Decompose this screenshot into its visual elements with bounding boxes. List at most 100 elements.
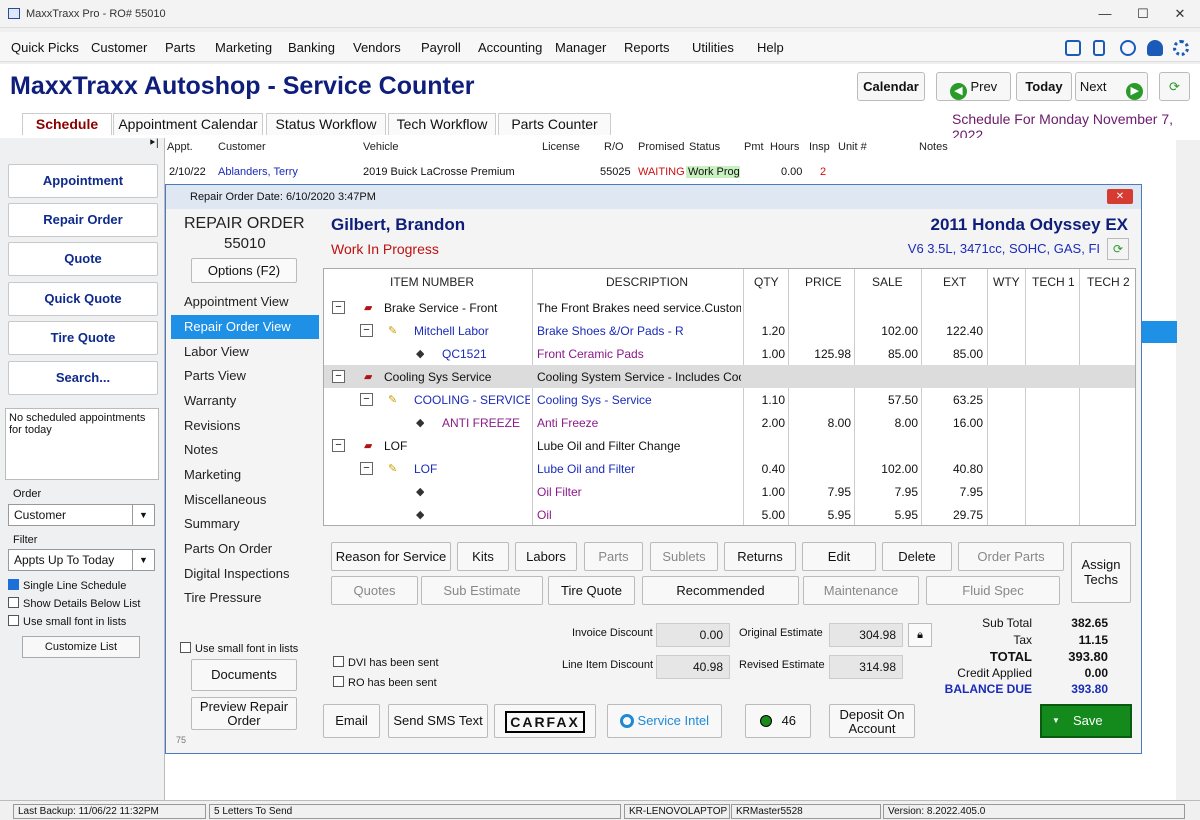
prev-button[interactable]: ◀ Prev — [936, 72, 1011, 101]
reason-for-service-button[interactable]: Reason for Service — [331, 542, 451, 571]
nav-parts-on-order[interactable]: Parts On Order — [184, 541, 273, 556]
collapse-toggle-icon[interactable]: − — [360, 462, 373, 475]
dialog-small-font-checkbox[interactable]: Use small font in lists — [180, 642, 298, 655]
part-row[interactable]: ◆ ANTI FREEZE Anti Freeze 2.00 8.00 8.00 16.00 — [324, 411, 1135, 434]
tab-schedule[interactable]: Schedule — [22, 113, 112, 135]
service-intel-button[interactable]: Service Intel — [607, 704, 722, 738]
original-estimate-field[interactable]: 304.98 — [829, 623, 903, 647]
refresh-button[interactable]: ⟳ — [1159, 72, 1190, 101]
documents-button[interactable]: Documents — [191, 659, 297, 691]
sublets-button[interactable]: Sublets — [650, 542, 718, 571]
maintenance-button[interactable]: Maintenance — [803, 576, 919, 605]
menu-vendors[interactable]: Vendors — [353, 40, 401, 55]
save-button[interactable]: ▼ Save — [1040, 704, 1132, 738]
nav-repair-order-view[interactable]: Repair Order View — [171, 315, 319, 339]
grid-selected-row[interactable] — [1142, 321, 1177, 343]
calculator-icon[interactable] — [1093, 40, 1105, 56]
pin-icon[interactable]: ⯈| — [148, 138, 159, 149]
save-disk-icon[interactable] — [1065, 40, 1081, 56]
kits-button[interactable]: Kits — [457, 542, 509, 571]
menu-help[interactable]: Help — [757, 40, 784, 55]
edit-button[interactable]: Edit — [802, 542, 876, 571]
vehicle-refresh-icon[interactable]: ⟳ — [1107, 238, 1129, 260]
tire-quote-button[interactable]: Tire Quote — [8, 321, 158, 355]
letters-to-send[interactable]: 5 Letters To Send — [209, 804, 621, 819]
calendar-button[interactable]: Calendar — [857, 72, 925, 101]
tire-quote-dialog-button[interactable]: Tire Quote — [548, 576, 635, 605]
collapse-toggle-icon[interactable]: − — [332, 439, 345, 452]
tab-tech-workflow[interactable]: Tech Workflow — [388, 113, 496, 135]
nav-warranty[interactable]: Warranty — [184, 393, 237, 408]
carfax-button[interactable]: CARFAX — [494, 704, 596, 738]
tab-status-workflow[interactable]: Status Workflow — [266, 113, 386, 135]
grid-cell-hours[interactable]: 0.00 — [781, 166, 803, 178]
menu-manager[interactable]: Manager — [555, 40, 607, 55]
returns-button[interactable]: Returns — [724, 542, 796, 571]
tab-appointment-calendar[interactable]: Appointment Calendar — [113, 113, 263, 135]
order-select[interactable]: Customer ▼ — [8, 504, 155, 526]
dvi-sent-checkbox[interactable]: DVI has been sent — [333, 656, 439, 669]
grid-cell-appt[interactable]: 2/10/22 — [169, 166, 206, 178]
sub-estimate-button[interactable]: Sub Estimate — [421, 576, 543, 605]
order-parts-button[interactable]: Order Parts — [958, 542, 1064, 571]
fluid-spec-button[interactable]: Fluid Spec — [926, 576, 1060, 605]
menu-quick-picks[interactable]: Quick Picks — [11, 40, 79, 55]
nav-parts-view[interactable]: Parts View — [184, 368, 246, 383]
job-row[interactable]: − ▰ Brake Service - Front The Front Brakes … — [324, 296, 1135, 319]
nav-labor-view[interactable]: Labor View — [184, 344, 249, 359]
quotes-button[interactable]: Quotes — [331, 576, 418, 605]
part-row[interactable]: ◆ QC1521 Front Ceramic Pads 1.00 125.98 85.00… — [324, 342, 1135, 365]
collapse-toggle-icon[interactable]: − — [360, 393, 373, 406]
menu-payroll[interactable]: Payroll — [421, 40, 461, 55]
repair-order-button[interactable]: Repair Order — [8, 203, 158, 237]
nav-miscellaneous[interactable]: Miscellaneous — [184, 492, 267, 507]
menu-accounting[interactable]: Accounting — [478, 40, 543, 55]
menu-reports[interactable]: Reports — [624, 40, 670, 55]
labor-row[interactable]: − ✎ COOLING - SERVICE Cooling Sys - Service… — [324, 388, 1135, 411]
minimize-icon[interactable]: — — [1098, 6, 1112, 21]
lock-icon[interactable]: 🔒︎ — [908, 623, 932, 647]
dialog-close-icon[interactable]: ✕ — [1107, 189, 1133, 204]
tab-parts-counter[interactable]: Parts Counter — [498, 113, 611, 135]
menu-banking[interactable]: Banking — [288, 40, 335, 55]
line-item-discount-field[interactable]: 40.98 — [656, 655, 730, 679]
settings-gear-icon[interactable] — [1173, 40, 1189, 56]
assign-techs-button[interactable]: Assign Techs — [1071, 542, 1131, 603]
delete-button[interactable]: Delete — [882, 542, 952, 571]
quick-quote-button[interactable]: Quick Quote — [8, 282, 158, 316]
next-button[interactable]: Next ▶ — [1075, 72, 1148, 101]
job-row[interactable]: − ▰ Cooling Sys Service Cooling System Serv… — [324, 365, 1135, 388]
menu-customer[interactable]: Customer — [91, 40, 148, 55]
job-row[interactable]: − ▰ LOF Lube Oil and Filter Change — [324, 434, 1135, 457]
phone-icon[interactable] — [1120, 40, 1136, 56]
collapse-toggle-icon[interactable]: − — [360, 324, 373, 337]
appointment-button[interactable]: Appointment — [8, 164, 158, 198]
nav-notes[interactable]: Notes — [184, 442, 218, 457]
nav-digital-inspections[interactable]: Digital Inspections — [184, 566, 290, 581]
single-line-checkbox[interactable]: Single Line Schedule — [8, 579, 126, 592]
labor-row[interactable]: − ✎ Mitchell Labor Brake Shoes &/Or Pads - … — [324, 319, 1135, 342]
deposit-on-account-button[interactable]: Deposit On Account — [829, 704, 915, 738]
maximize-icon[interactable]: ☐ — [1137, 6, 1149, 21]
nav-tire-pressure[interactable]: Tire Pressure — [184, 590, 262, 605]
customer-name[interactable]: Gilbert, Brandon — [331, 215, 466, 234]
quote-button[interactable]: Quote — [8, 242, 158, 276]
menu-marketing[interactable]: Marketing — [215, 40, 273, 55]
part-row[interactable]: ◆ Oil Filter 1.00 7.95 7.95 7.95 — [324, 480, 1135, 503]
labors-button[interactable]: Labors — [515, 542, 577, 571]
part-row[interactable]: ◆ Oil 5.00 5.95 5.95 29.75 — [324, 503, 1135, 526]
invoice-discount-field[interactable]: 0.00 — [656, 623, 730, 647]
send-sms-button[interactable]: Send SMS Text — [388, 704, 488, 738]
nav-appointment-view[interactable]: Appointment View — [184, 294, 289, 309]
options-button[interactable]: Options (F2) — [191, 258, 297, 283]
grid-cell-insp[interactable]: 2 — [820, 166, 827, 178]
close-icon[interactable]: ✕ — [1174, 6, 1186, 21]
vehicle-name[interactable]: 2011 Honda Odyssey EX — [930, 215, 1129, 234]
grid-cell-ro[interactable]: 55025 — [600, 166, 631, 178]
parts-button[interactable]: Parts — [584, 542, 643, 571]
menu-parts[interactable]: Parts — [165, 40, 196, 55]
revised-estimate-field[interactable]: 314.98 — [829, 655, 903, 679]
nav-summary[interactable]: Summary — [184, 516, 240, 531]
menu-utilities[interactable]: Utilities — [692, 40, 734, 55]
labor-row[interactable]: − ✎ LOF Lube Oil and Filter 0.40 102.00 40.80 — [324, 457, 1135, 480]
